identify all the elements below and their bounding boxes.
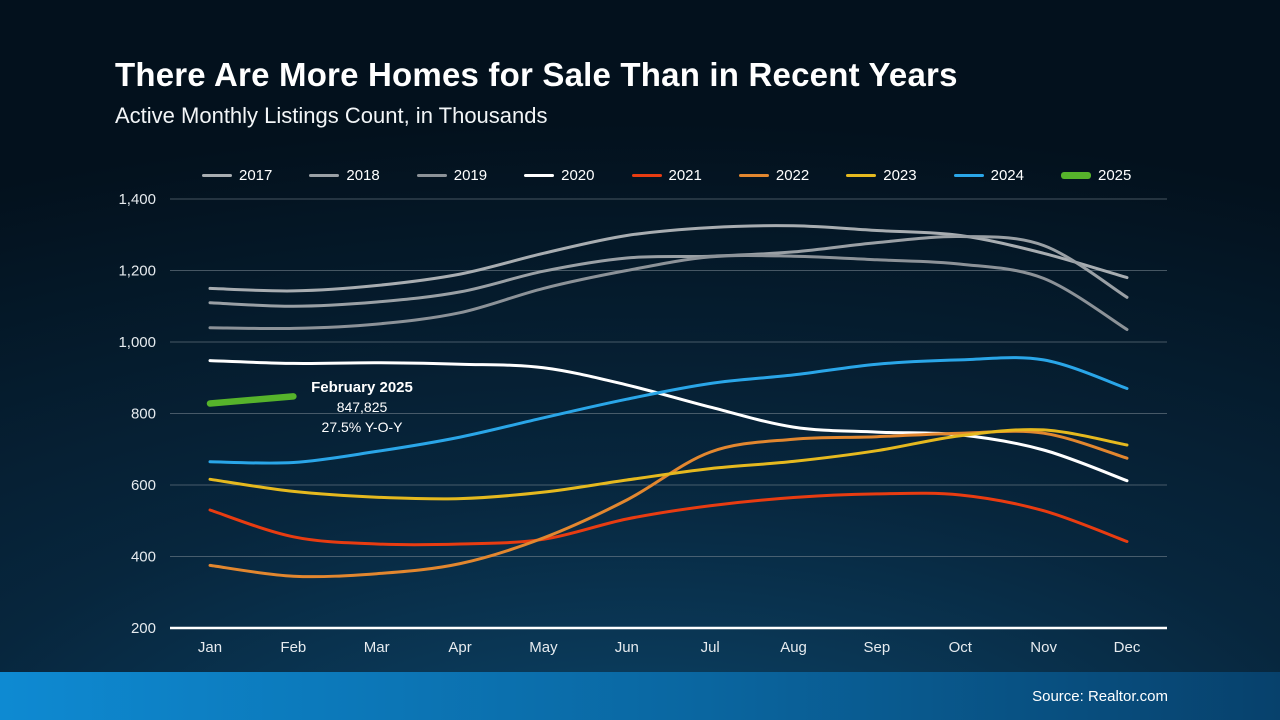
series-line-2018 [208, 234, 1129, 308]
y-tick-label: 400 [131, 549, 156, 566]
x-tick-label: Apr [448, 639, 471, 656]
x-tick-label: Mar [364, 639, 390, 656]
legend-label-2019: 2019 [453, 167, 488, 184]
legend-label-2024: 2024 [990, 167, 1024, 184]
x-tick-label: Oct [949, 639, 973, 656]
feb-2025-annotation: February 2025 847,825 27.5% Y-O-Y [296, 377, 428, 437]
legend-item-2020: 2020 [524, 167, 595, 184]
legend-swatch-2021 [631, 174, 662, 177]
y-tick-label: 1,400 [118, 191, 156, 208]
x-tick-label: Nov [1030, 639, 1057, 656]
footer-bar: Source: Realtor.com [0, 672, 1280, 720]
x-tick-label: Feb [280, 639, 306, 656]
x-tick-label: Dec [1114, 639, 1141, 656]
legend-swatch-2019 [416, 174, 447, 177]
legend-label-2023: 2023 [883, 167, 917, 184]
y-tick-label: 600 [131, 477, 156, 494]
series-line-2024 [208, 356, 1129, 465]
legend-swatch-2025 [1061, 172, 1091, 179]
legend-label-2025: 2025 [1098, 167, 1132, 184]
series-line-2021 [208, 491, 1129, 547]
x-tick-label: Jan [198, 639, 222, 656]
series-line-2019 [208, 253, 1129, 331]
legend-swatch-2024 [953, 174, 984, 177]
y-tick-label: 1,200 [118, 263, 156, 280]
legend-label-2020: 2020 [561, 167, 595, 184]
y-tick-label: 1,000 [118, 334, 156, 351]
y-tick-label: 800 [131, 406, 156, 423]
y-tick-label: 200 [131, 620, 156, 637]
x-tick-label: Jul [701, 639, 720, 656]
series-line-2023 [208, 428, 1129, 501]
legend-item-2024: 2024 [953, 167, 1024, 184]
annotation-value: 847,825 [336, 399, 388, 415]
legend-item-2021: 2021 [631, 167, 702, 184]
legend-item-2017: 2017 [202, 167, 272, 184]
page-title: There Are More Homes for Sale Than in Re… [115, 56, 958, 93]
legend-label-2018: 2018 [346, 167, 380, 184]
legend-item-2018: 2018 [309, 167, 380, 184]
annotation-title: February 2025 [311, 379, 413, 396]
legend-swatch-2022 [738, 174, 769, 177]
legend-item-2022: 2022 [738, 167, 810, 184]
x-tick-label: Jun [615, 639, 639, 656]
legend-item-2023: 2023 [846, 167, 917, 184]
legend-label-2022: 2022 [775, 167, 810, 184]
x-tick-label: May [529, 639, 558, 656]
header: There Are More Homes for Sale Than in Re… [115, 56, 958, 129]
legend-label-2017: 2017 [239, 167, 273, 184]
chart-legend: 2017 2018 2019 2020 2021 2022 2023 2024 2025 [202, 167, 1131, 184]
x-tick-label: Sep [864, 639, 891, 656]
legend-swatch-2017 [202, 174, 232, 177]
x-tick-label: Aug [780, 639, 807, 656]
annotation-yoy: 27.5% Y-O-Y [321, 418, 403, 435]
legend-item-2019: 2019 [416, 167, 488, 184]
page-subtitle: Active Monthly Listings Count, in Thousa… [115, 103, 548, 128]
legend-swatch-2018 [309, 174, 340, 177]
source-credit: Source: Realtor.com [1032, 687, 1168, 705]
series-line-2025 [206, 393, 297, 407]
legend-item-2025: 2025 [1061, 167, 1131, 184]
legend-swatch-2023 [846, 174, 877, 177]
legend-swatch-2020 [524, 174, 555, 177]
legend-label-2021: 2021 [668, 167, 702, 184]
series-line-2022 [208, 429, 1129, 579]
